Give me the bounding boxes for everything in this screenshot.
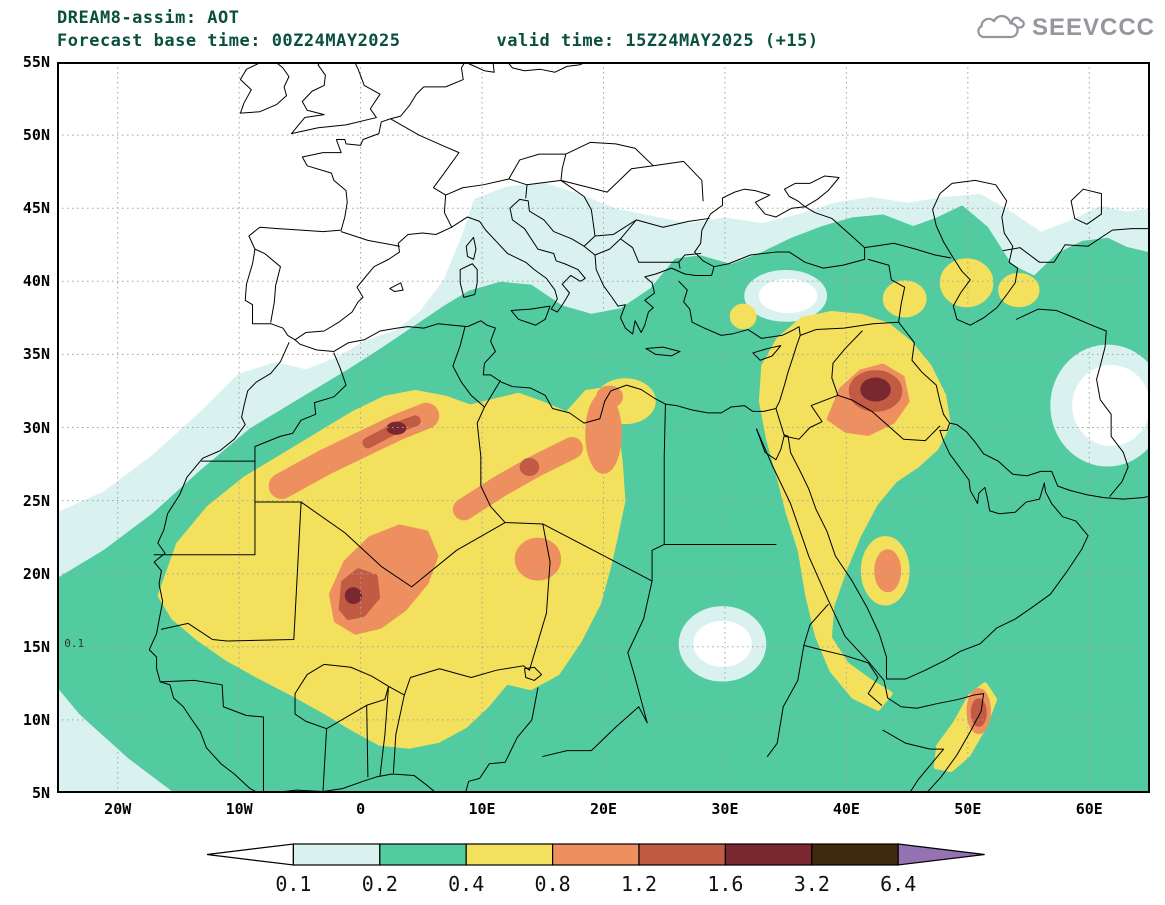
lat-tick-label: 35N: [22, 345, 50, 364]
lat-tick-label: 50N: [22, 126, 50, 145]
lon-tick-label: 40E: [832, 800, 860, 818]
aot-contour-ge-0.8: [877, 552, 899, 590]
colorbar-cell: [811, 843, 899, 866]
colorbar-cell: [206, 843, 294, 866]
lat-tick-label: 5N: [31, 784, 50, 802]
graticule: [57, 62, 1150, 793]
colorbar-cell: [724, 843, 813, 866]
coastline-sinai-arabia-west: [757, 429, 887, 679]
aot-contour-ge-0.4: [885, 283, 924, 315]
lat-tick-label: 25N: [22, 491, 50, 510]
cloud-icon: [977, 14, 1025, 39]
coastline-ireland: [240, 62, 289, 113]
borders-africa: [154, 327, 776, 793]
colorbar: 0.1 0.2 0.4 0.8 1.2 1.6 3.2 6.4: [206, 843, 985, 896]
lon-tick-label: 10E: [468, 800, 496, 818]
colorbar-tick-label: 0.8: [535, 872, 571, 896]
colorbar-tick-label: 0.2: [362, 872, 398, 896]
coastline-britain: [291, 62, 380, 134]
aot-contour-ge-0.4: [942, 261, 991, 305]
aot-contour-ge-1.6: [863, 380, 889, 399]
contour-label: 0.1: [64, 637, 84, 650]
coastline-redsea-horn: [757, 429, 984, 793]
logo-text: SEEVCCC: [1031, 14, 1155, 41]
lat-tick-label: 55N: [22, 53, 50, 71]
lat-tick-label: 45N: [22, 199, 50, 218]
lon-tick-label: 50E: [954, 800, 982, 818]
coastline-nw-europe-iberia: [245, 62, 465, 340]
colorbar-tick-label: 0.1: [275, 872, 311, 896]
borders-mideast: [776, 229, 1150, 497]
coastline-islands: [390, 237, 781, 360]
lat-tick-label: 40N: [22, 272, 50, 291]
lat-tick-label: 20N: [22, 564, 50, 583]
borders-europe: [255, 119, 709, 322]
coastline-baltic-fragment: [465, 62, 586, 72]
aot-hole: [1075, 368, 1148, 444]
colorbar-cell: [465, 843, 554, 866]
colorbar-tick-label: 1.6: [707, 872, 743, 896]
colorbar-tick-label: 6.4: [880, 872, 916, 896]
lon-tick-label: 20W: [104, 800, 132, 818]
aot-filled-contours: [57, 185, 1150, 793]
aot-contour-ge-1.6: [389, 424, 404, 432]
coastline-aral: [1071, 189, 1101, 224]
map-annotations: 0.1: [64, 637, 84, 650]
lon-tick-label: 20E: [589, 800, 618, 818]
coastline-turkey-levant-africa: [149, 281, 800, 793]
lat-tick-label: 30N: [22, 418, 50, 437]
colorbar-cell: [897, 843, 985, 866]
forecast-map: 0.1: [57, 62, 1150, 793]
colorbar-tick-label: 1.2: [621, 872, 657, 896]
lat-tick-label: 15N: [22, 637, 50, 656]
seevccc-logo: SEEVCCC: [972, 12, 1155, 44]
lon-tick-label: 0: [356, 800, 366, 818]
colorbar-cell: [292, 843, 381, 866]
aot-hole: [761, 281, 814, 310]
coastline-gulf-north-makran: [950, 423, 1150, 499]
lon-tick-label: 30E: [711, 800, 739, 818]
lon-tick-label: 60E: [1075, 800, 1103, 818]
coastline-caspian: [933, 180, 1018, 325]
coastlines-and-borders: [149, 62, 1150, 793]
colorbar-tick-label: 3.2: [794, 872, 830, 896]
aot-contour-ge-0.4: [732, 306, 754, 326]
colorbar-cell: [638, 843, 727, 866]
aot-contour-ge-0.8: [599, 388, 621, 406]
aot-contour-ge-0.8: [517, 540, 558, 578]
colorbar-cell: [379, 843, 467, 866]
coastline-italy-balkans-blacksea: [452, 176, 865, 334]
lon-tick-label: 10W: [225, 800, 253, 818]
aot-hole: [696, 623, 749, 664]
borders-horn: [767, 604, 943, 793]
base-time-label: Forecast base time: 00Z24MAY2025: [57, 31, 401, 51]
plot-border: [57, 62, 1150, 793]
coastline-gulf-south: [940, 423, 1044, 514]
colorbar-tick-label: 0.4: [448, 872, 484, 896]
aot-contour-ge-1.2: [522, 460, 537, 473]
plot-subtitle: Forecast base time: 00Z24MAY2025 valid ti…: [57, 31, 819, 51]
valid-time-label: valid time: 15Z24MAY2025 (+15): [496, 31, 819, 51]
aot-contour-ge-1.6: [347, 590, 359, 602]
plot-title: DREAM8-assim: AOT: [57, 8, 240, 28]
lat-tick-label: 10N: [22, 710, 50, 729]
colorbar-cell: [551, 843, 640, 866]
coastline-arabia-south: [886, 483, 1088, 679]
lake-chad: [525, 667, 542, 680]
aot-contour-ge-0.4: [1001, 275, 1037, 304]
